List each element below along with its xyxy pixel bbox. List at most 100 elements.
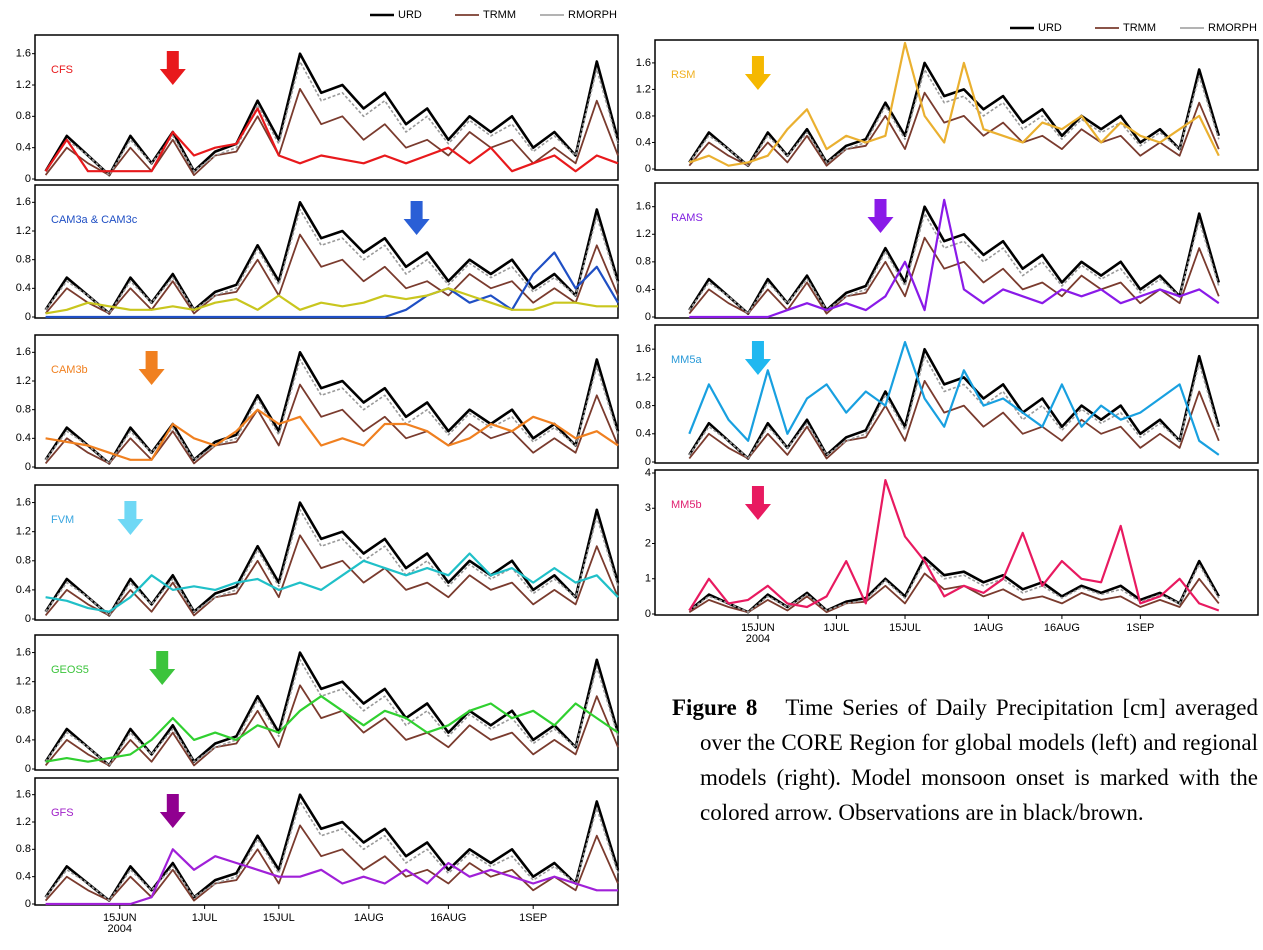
x-tick-label: 16AUG [1044, 622, 1080, 634]
y-tick-label: 0 [25, 311, 31, 323]
series-line [688, 205, 1221, 315]
panel-title: CAM3a & CAM3c [51, 214, 138, 226]
series-line [45, 848, 618, 906]
y-tick-label: 1.6 [16, 48, 31, 60]
series-line [44, 88, 619, 176]
y-tick-label: 0.8 [16, 843, 31, 855]
onset-arrow [744, 486, 771, 520]
y-tick-label: 0 [25, 461, 31, 473]
panel-title: MM5a [671, 354, 702, 366]
y-tick-label: 1.6 [16, 196, 31, 208]
y-tick-label: 1.2 [16, 676, 31, 688]
series-line [44, 52, 620, 177]
series-line [688, 556, 1220, 614]
series-line [688, 212, 1220, 315]
panel-frame [34, 34, 619, 181]
y-tick-label: 1 [645, 573, 651, 585]
y-tick-label: 0.4 [16, 432, 31, 444]
caption-label: Figure 8 [672, 695, 758, 720]
onset-arrow [867, 199, 894, 233]
legend-label: URD [1038, 22, 1062, 34]
y-tick-label: 0.4 [16, 142, 31, 154]
panel-title: GEOS5 [51, 664, 89, 676]
x-tick-label: 15JUL [889, 622, 921, 634]
x-tick-label: 1AUG [354, 912, 384, 924]
onset-arrow [744, 56, 771, 90]
y-tick-label: 0 [645, 163, 651, 175]
legend-label: RMORPH [568, 9, 617, 21]
onset-arrow [744, 341, 771, 375]
series-line [45, 695, 619, 763]
onset-arrow [403, 201, 430, 235]
x-tick-label: 1SEP [1126, 622, 1154, 634]
panel-title: CFS [51, 64, 73, 76]
y-tick-label: 0 [25, 763, 31, 775]
series-line [688, 572, 1220, 614]
series-line [688, 68, 1220, 167]
x-tick-label: 15JUN [103, 912, 137, 924]
panel-title: MM5b [671, 499, 702, 511]
series-line [688, 236, 1220, 315]
y-tick-label: 1.6 [16, 346, 31, 358]
series-line [45, 408, 619, 461]
caption-text: Time Series of Daily Precipitation [cm] … [700, 695, 1258, 825]
y-tick-label: 0.4 [636, 428, 651, 440]
onset-arrow [159, 794, 186, 828]
y-tick-label: 0.4 [16, 871, 31, 883]
series-line [44, 208, 619, 315]
panel-frame [654, 469, 1259, 616]
series-line [44, 684, 619, 767]
y-tick-label: 0.4 [16, 584, 31, 596]
series-line [44, 793, 620, 902]
legend-label: RMORPH [1208, 22, 1257, 34]
legend-label: TRMM [483, 9, 516, 21]
series-line [45, 287, 618, 315]
y-tick-label: 0.8 [16, 705, 31, 717]
y-tick-label: 1.2 [636, 371, 651, 383]
onset-arrow [117, 501, 144, 535]
x-tick-label: 15JUN [741, 622, 775, 634]
series-line [45, 552, 619, 613]
y-tick-label: 0.8 [636, 110, 651, 122]
y-tick-label: 1.6 [16, 789, 31, 801]
series-line [688, 347, 1221, 460]
y-tick-label: 0.8 [636, 399, 651, 411]
y-tick-label: 1.6 [636, 343, 651, 355]
series-line [44, 351, 620, 465]
y-tick-label: 0 [25, 173, 31, 185]
panel-frame [34, 777, 619, 906]
series-line [44, 800, 619, 902]
y-tick-label: 0.8 [16, 254, 31, 266]
series-line [689, 198, 1220, 319]
y-tick-label: 2 [645, 537, 651, 549]
y-tick-label: 1.6 [636, 57, 651, 69]
onset-arrow [149, 651, 176, 685]
x-tick-label: 1SEP [519, 912, 547, 924]
y-tick-label: 1.6 [16, 496, 31, 508]
legend-label: TRMM [1123, 22, 1156, 34]
y-tick-label: 1.6 [16, 646, 31, 658]
series-line [688, 341, 1220, 456]
x-tick-label: 16AUG [430, 912, 466, 924]
series-line [44, 651, 620, 767]
y-tick-label: 1.2 [636, 83, 651, 95]
series-line [44, 358, 619, 465]
y-tick-label: 0 [25, 613, 31, 625]
y-tick-label: 0.8 [636, 256, 651, 268]
y-tick-label: 0.4 [16, 282, 31, 294]
series-line [44, 60, 619, 176]
series-line [688, 560, 1220, 613]
series-line [688, 479, 1220, 612]
y-tick-label: 0 [645, 608, 651, 620]
series-line [688, 91, 1220, 167]
panel-frame [34, 334, 619, 469]
panel-frame [654, 182, 1259, 319]
y-tick-label: 0.4 [636, 136, 651, 148]
panel-frame [34, 634, 619, 771]
series-line [44, 824, 619, 902]
series-line [688, 61, 1221, 167]
series-line [44, 383, 619, 465]
series-line [688, 41, 1220, 167]
